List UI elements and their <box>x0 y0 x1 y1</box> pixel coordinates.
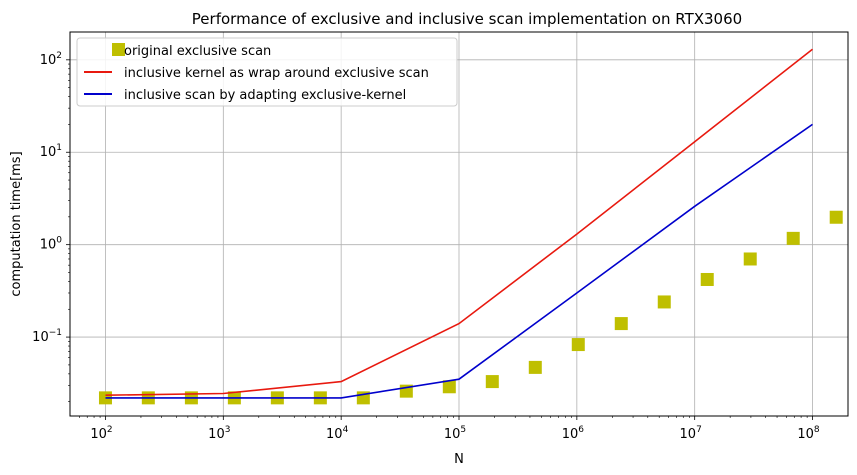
data-point-exclusive-scan <box>571 338 585 352</box>
x-tick-label: 103 <box>208 425 230 442</box>
data-point-exclusive-scan <box>700 272 714 286</box>
x-tick-label: 105 <box>444 425 466 442</box>
legend-label-wrap: inclusive kernel as wrap around exclusiv… <box>124 66 429 81</box>
legend: original exclusive scan inclusive kernel… <box>76 37 458 107</box>
series-line-2 <box>105 123 813 399</box>
y-axis-label: computation time[ms] <box>9 151 24 296</box>
legend-marker-exclusive <box>112 43 125 56</box>
data-point-exclusive-scan <box>657 295 671 309</box>
ticks: 102 103 104 105 106 107 108 10−1 100 101 102 <box>32 51 820 442</box>
x-tick-label: 106 <box>562 425 585 442</box>
x-tick-label: 107 <box>680 425 702 442</box>
data-point-exclusive-scan <box>442 380 456 394</box>
x-axis-label: N <box>454 452 464 467</box>
data-point-exclusive-scan <box>829 210 843 224</box>
data-point-exclusive-scan <box>743 252 757 266</box>
legend-box <box>76 37 458 107</box>
data-point-exclusive-scan <box>614 317 628 331</box>
legend-label-adapt: inclusive scan by adapting exclusive-ker… <box>124 88 406 103</box>
data-point-exclusive-scan <box>786 231 800 245</box>
series-line-1 <box>105 48 813 396</box>
x-tick-label: 104 <box>326 425 349 442</box>
y-tick-label: 101 <box>40 143 62 160</box>
chart-title: Performance of exclusive and inclusive s… <box>192 10 742 28</box>
y-tick-label: 10−1 <box>32 328 62 345</box>
x-tick-label: 108 <box>797 425 820 442</box>
data-point-exclusive-scan <box>485 375 499 389</box>
data-point-exclusive-scan <box>528 360 542 374</box>
y-tick-label: 100 <box>40 236 63 253</box>
y-tick-label: 102 <box>40 51 62 68</box>
x-tick-label: 102 <box>90 425 112 442</box>
series-layer <box>98 48 843 405</box>
legend-label-exclusive: original exclusive scan <box>124 44 271 59</box>
